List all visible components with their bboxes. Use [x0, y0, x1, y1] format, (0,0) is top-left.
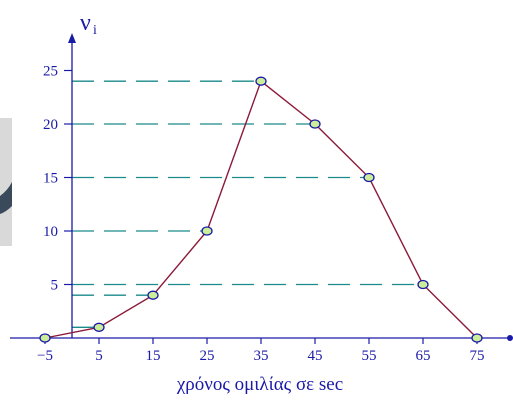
x-axis-title: χρόνος ομιλίας σε sec — [176, 374, 343, 395]
y-tick-label: 5 — [51, 278, 59, 294]
y-ticks: 5 10 15 20 25 — [43, 64, 72, 294]
y-axis-label-subscript: i — [93, 23, 97, 38]
data-point — [93, 322, 105, 332]
data-points — [39, 76, 483, 343]
data-point — [201, 226, 213, 236]
data-point — [39, 333, 51, 343]
data-point — [471, 333, 483, 343]
y-axis — [68, 33, 76, 338]
data-point — [363, 172, 375, 183]
y-axis-arrow — [68, 33, 76, 43]
data-point — [147, 290, 159, 300]
series-line — [44, 80, 478, 339]
x-tick-label: 55 — [362, 348, 377, 364]
data-point — [417, 279, 429, 290]
y-tick-label: 15 — [43, 171, 58, 187]
y-axis-label: ν — [80, 10, 91, 36]
x-tick-label: 5 — [95, 348, 103, 364]
x-tick-label: −5 — [37, 348, 53, 364]
x-axis-end-dot — [507, 335, 513, 341]
y-tick-label: 20 — [43, 117, 58, 133]
x-tick-label: 45 — [308, 348, 323, 364]
x-tick-label: 75 — [470, 348, 485, 364]
left-edge-artifact — [0, 118, 12, 246]
x-ticks: −5 5 15 25 35 45 55 65 75 — [37, 338, 485, 364]
x-tick-label: 15 — [146, 348, 161, 364]
x-tick-label: 35 — [254, 348, 269, 364]
x-tick-label: 65 — [416, 348, 431, 364]
data-point — [255, 76, 267, 86]
y-tick-label: 25 — [43, 64, 58, 80]
x-tick-label: 25 — [200, 348, 215, 364]
data-point — [309, 119, 321, 129]
guide-lines — [72, 80, 423, 328]
y-tick-label: 10 — [43, 224, 58, 240]
series-polyline — [44, 80, 478, 339]
